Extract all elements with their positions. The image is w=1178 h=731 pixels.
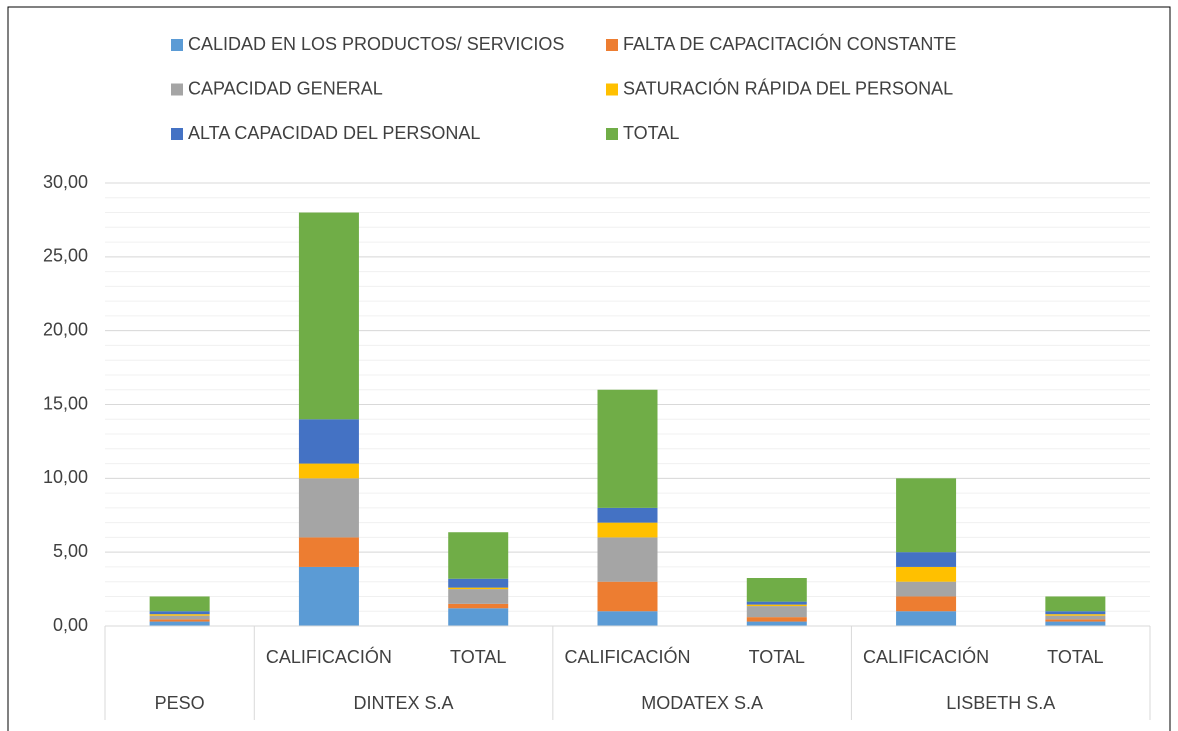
bar-segment bbox=[1045, 596, 1106, 612]
legend-swatch bbox=[606, 128, 618, 140]
chart-frame bbox=[7, 6, 1171, 731]
bar-segment bbox=[746, 621, 807, 626]
bar-segment bbox=[896, 566, 957, 582]
legend-label: CALIDAD EN LOS PRODUCTOS/ SERVICIOS bbox=[188, 34, 564, 54]
legend-swatch bbox=[171, 39, 183, 51]
legend-swatch bbox=[606, 39, 618, 51]
bar-segment bbox=[896, 478, 957, 553]
y-tick-label: 25,00 bbox=[43, 246, 88, 266]
legend-label: ALTA CAPACIDAD DEL PERSONAL bbox=[188, 123, 480, 143]
bar-segment bbox=[149, 596, 210, 612]
legend-label: FALTA DE CAPACITACIÓN CONSTANTE bbox=[623, 33, 956, 54]
legend-swatch bbox=[606, 83, 618, 96]
bar-segment bbox=[149, 614, 210, 616]
group-label: DINTEX S.A bbox=[354, 693, 454, 713]
bar-segment bbox=[746, 601, 807, 605]
bar-segment bbox=[896, 596, 957, 612]
bar-segment bbox=[1045, 614, 1106, 616]
x-tick-label: CALIFICACIÓN bbox=[863, 646, 989, 667]
bar-segment bbox=[298, 212, 359, 420]
x-tick-label: TOTAL bbox=[749, 647, 805, 667]
bar-segment bbox=[1045, 611, 1106, 615]
group-label: PESO bbox=[155, 693, 205, 713]
legend-swatch bbox=[171, 83, 183, 96]
x-tick-label: CALIFICACIÓN bbox=[266, 646, 392, 667]
bar-segment bbox=[1045, 619, 1106, 622]
bar-segment bbox=[597, 611, 658, 626]
bar-segment bbox=[597, 537, 658, 582]
bar-segment bbox=[746, 604, 807, 607]
bar-segment bbox=[448, 578, 509, 588]
bar-segment bbox=[597, 507, 658, 523]
bar-segment bbox=[896, 611, 957, 626]
group-label: LISBETH S.A bbox=[946, 693, 1055, 713]
bar-segment bbox=[298, 419, 359, 464]
bar-segment bbox=[448, 587, 509, 590]
y-tick-label: 15,00 bbox=[43, 393, 88, 413]
y-tick-label: 10,00 bbox=[43, 467, 88, 487]
y-tick-label: 30,00 bbox=[43, 172, 88, 192]
bar-segment bbox=[448, 589, 509, 604]
x-tick-label: TOTAL bbox=[1047, 647, 1103, 667]
bar-segment bbox=[896, 552, 957, 567]
bar-segment bbox=[448, 608, 509, 626]
bar-segment bbox=[597, 522, 658, 538]
bar-segment bbox=[149, 615, 210, 620]
bar-segment bbox=[597, 389, 658, 508]
legend-label: TOTAL bbox=[623, 123, 679, 143]
group-label: MODATEX S.A bbox=[641, 693, 763, 713]
legend-swatch bbox=[171, 128, 183, 140]
bar-segment bbox=[1045, 615, 1106, 620]
bar-segment bbox=[298, 566, 359, 626]
legend-label: CAPACIDAD GENERAL bbox=[188, 78, 383, 98]
x-tick-label: CALIFICACIÓN bbox=[564, 646, 690, 667]
bar-segment bbox=[298, 537, 359, 567]
bar-segment bbox=[746, 617, 807, 622]
bar-segment bbox=[597, 581, 658, 612]
bar-segment bbox=[448, 532, 509, 579]
y-tick-label: 0,00 bbox=[53, 615, 88, 635]
bar-segment bbox=[896, 581, 957, 597]
bar-segment bbox=[298, 463, 359, 479]
bar-segment bbox=[1045, 621, 1106, 626]
bar-segment bbox=[149, 611, 210, 615]
legend-label: SATURACIÓN RÁPIDA DEL PERSONAL bbox=[623, 77, 953, 98]
x-tick-label: TOTAL bbox=[450, 647, 506, 667]
bar-segment bbox=[149, 621, 210, 626]
bar-segment bbox=[746, 606, 807, 618]
bar-segment bbox=[149, 619, 210, 622]
y-tick-label: 5,00 bbox=[53, 541, 88, 561]
bar-segment bbox=[448, 603, 509, 609]
y-tick-label: 20,00 bbox=[43, 319, 88, 339]
bar-segment bbox=[746, 578, 807, 602]
bar-segment bbox=[298, 478, 359, 538]
